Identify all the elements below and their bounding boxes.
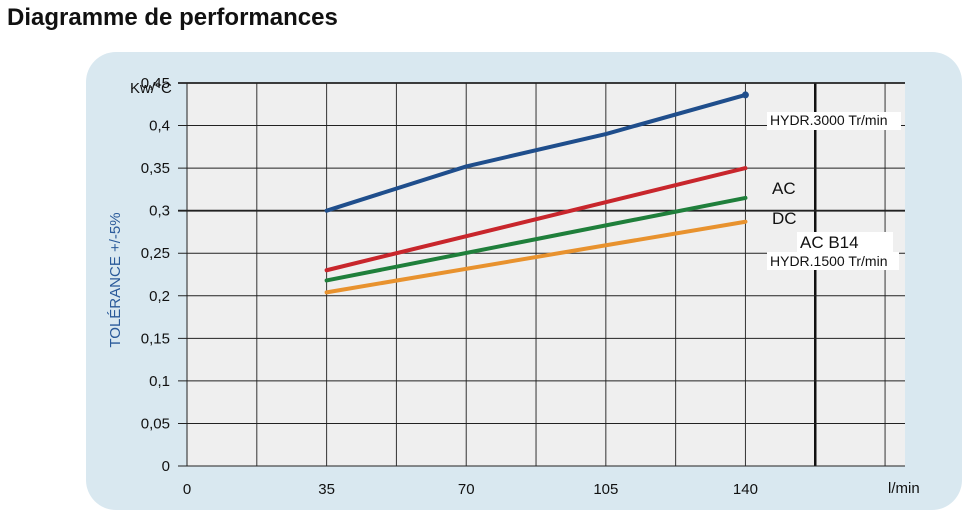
y-tick-label: 0,1 <box>149 373 170 390</box>
extra-label-background <box>767 252 899 270</box>
series-lines <box>324 91 749 295</box>
x-tick-label: 35 <box>318 481 335 498</box>
plot-area <box>187 83 905 466</box>
y-tick-label: 0,4 <box>149 118 170 135</box>
series-label-background <box>767 112 901 130</box>
series-line-3 <box>324 219 748 295</box>
y-unit-label: Kw/°C <box>130 80 172 97</box>
series-line-2 <box>324 195 748 283</box>
x-axis-ticks: 0 35 70 105 140 <box>183 481 758 498</box>
series-line-0 <box>324 92 748 213</box>
series-label-1: AC <box>772 179 796 198</box>
series-label-0: HYDR.3000 Tr/min <box>770 112 887 128</box>
series-end-marker <box>741 91 749 99</box>
x-tick-label: 105 <box>593 481 618 498</box>
page-title: Diagramme de performances <box>7 4 338 31</box>
series-label-background <box>797 232 893 253</box>
series-label-2: DC <box>772 209 797 228</box>
x-axis-label: l/min <box>888 480 920 497</box>
series-label-hydr-1500: HYDR.1500 Tr/min <box>770 253 887 269</box>
y-tick-label: 0 <box>162 458 170 475</box>
x-tick-label: 70 <box>458 481 475 498</box>
y-tick-label: 0,2 <box>149 288 170 305</box>
series-line-1 <box>324 166 748 273</box>
y-tick-label: 0,35 <box>141 160 170 177</box>
y-tick-label: 0,25 <box>141 245 170 262</box>
y-tick-label: 0,05 <box>141 415 170 432</box>
x-tick-label: 140 <box>733 481 758 498</box>
y-axis-ticks: 0 0,05 0,1 0,15 0,2 0,25 0,3 0,35 0,4 0,45 <box>141 75 170 475</box>
y-tick-label: 0,15 <box>141 330 170 347</box>
x-tick-label: 0 <box>183 481 191 498</box>
y-axis-label: TOLÉRANCE +/-5% <box>107 212 124 347</box>
series-label-3: AC B14 <box>800 233 859 252</box>
y-tick-label: 0,45 <box>141 75 170 92</box>
y-tick-label: 0,3 <box>149 203 170 220</box>
